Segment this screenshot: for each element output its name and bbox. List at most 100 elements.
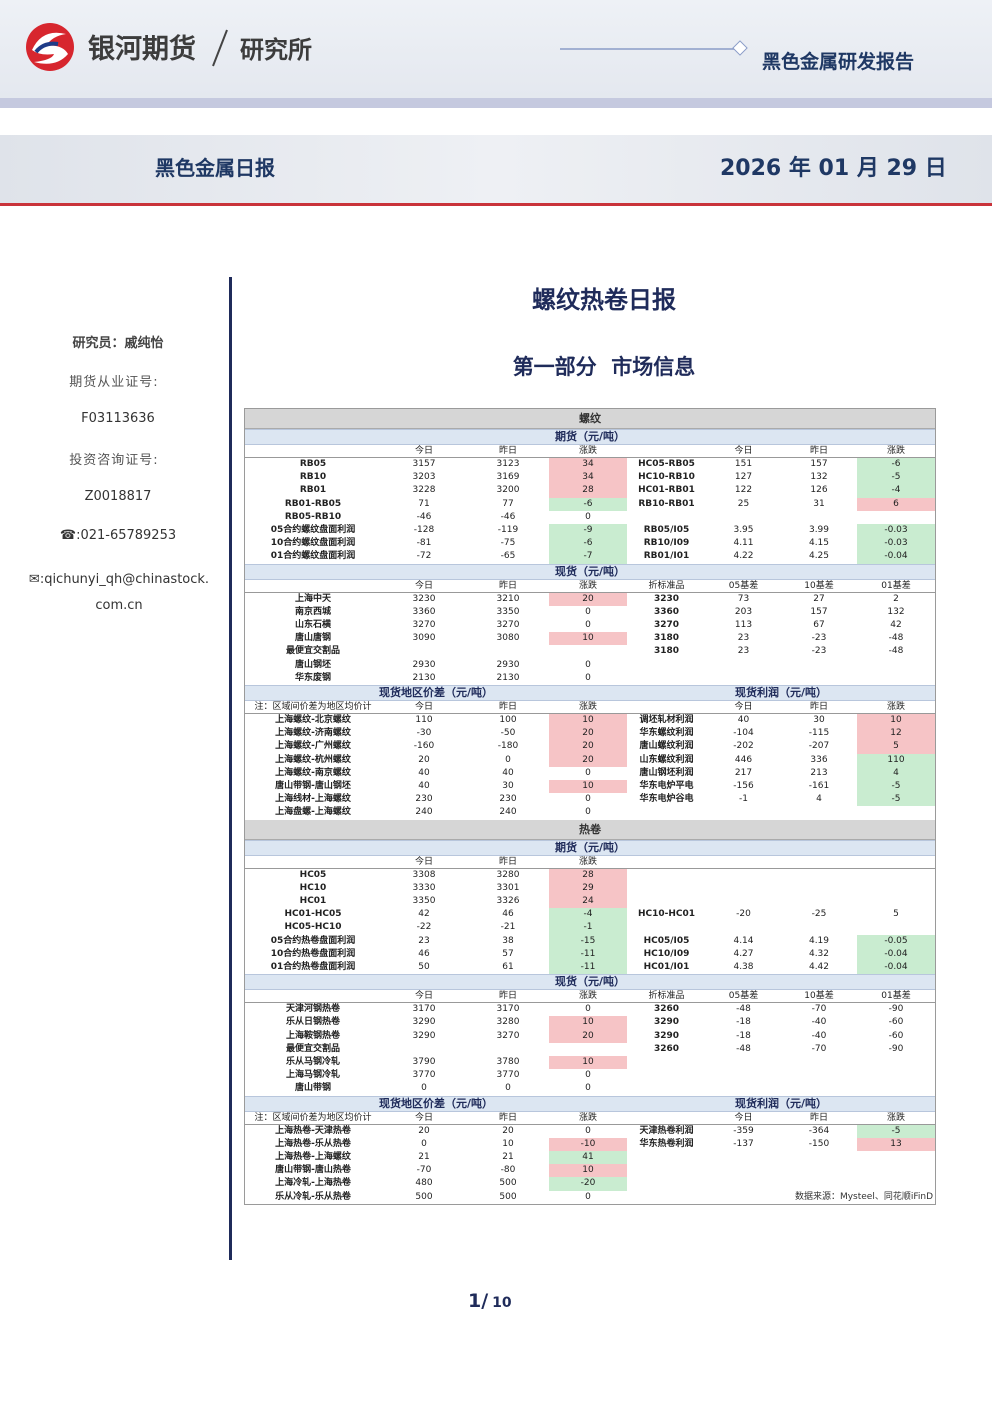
table-cell: 上海线材-上海螺纹 xyxy=(275,794,351,805)
table-cell: RB05-RB10 xyxy=(284,511,342,522)
table-cell: 57 xyxy=(502,948,514,959)
table-cell: 10 xyxy=(582,1165,594,1176)
table-cell: 0 xyxy=(421,1083,427,1094)
cell-highlight xyxy=(549,780,627,794)
table-cell: 71 xyxy=(418,498,430,509)
column-header: 05基差 xyxy=(728,991,759,1002)
table-cell: 240 xyxy=(499,807,517,818)
table-cell: 上海螺纹-北京螺纹 xyxy=(275,715,351,725)
table-cell: -65 xyxy=(500,551,516,562)
band-bg xyxy=(245,429,935,445)
table-cell: -48 xyxy=(888,633,904,644)
cell-highlight xyxy=(549,947,627,961)
table-cell: HC10/I09 xyxy=(643,948,690,959)
table-cell: -161 xyxy=(808,781,830,791)
table-cell: -40 xyxy=(811,1030,827,1041)
table-cell: 3326 xyxy=(496,896,520,906)
table-cell: 336 xyxy=(810,754,828,765)
cell-highlight xyxy=(857,793,935,807)
table-cell: -4 xyxy=(891,485,901,496)
table-cell: 唐山钢坯 xyxy=(294,659,331,670)
cell-highlight xyxy=(549,881,627,895)
table-cell: 20 xyxy=(582,1030,594,1041)
column-header: 注：区域间价差为地区均价计 xyxy=(254,1112,372,1123)
cell-highlight xyxy=(857,780,935,794)
head-rule xyxy=(245,713,935,714)
table-cell: 3350 xyxy=(412,896,436,906)
table-cell: 3280 xyxy=(496,869,520,880)
column-header: 昨日 xyxy=(498,446,517,456)
table-cell: 10 xyxy=(582,1017,594,1028)
table-cell: 上海螺纹-南京螺纹 xyxy=(275,767,351,778)
cell-highlight xyxy=(549,632,627,646)
table-cell: -80 xyxy=(500,1165,516,1176)
section-head-bg xyxy=(245,409,935,429)
table-cell: 23 xyxy=(737,646,750,657)
table-cell: 4.38 xyxy=(733,962,754,972)
page-total: 10 xyxy=(492,1295,512,1311)
table-cell: -30 xyxy=(416,728,432,739)
table-cell: 3200 xyxy=(496,485,520,496)
column-header: 昨日 xyxy=(498,580,517,591)
table-cell: -21 xyxy=(500,922,516,933)
cell-highlight xyxy=(549,550,627,564)
table-cell: 4 xyxy=(816,794,822,805)
page-current: 1/ xyxy=(468,1290,489,1312)
table-cell: 110 xyxy=(415,715,433,725)
column-header: 今日 xyxy=(414,580,433,591)
column-header: 昨日 xyxy=(809,446,828,456)
table-cell: -115 xyxy=(808,728,830,739)
table-cell: 157 xyxy=(810,459,828,469)
table-cell: 4.15 xyxy=(808,538,830,549)
table-cell: 10 xyxy=(582,633,594,644)
table-cell: 157 xyxy=(810,606,828,617)
table-cell: 3770 xyxy=(496,1070,520,1081)
table-cell: 山东螺纹利润 xyxy=(639,754,694,765)
table-cell: HC05-RB05 xyxy=(638,459,695,469)
table-cell: 3170 xyxy=(412,1004,436,1015)
table-cell: RB05/I05 xyxy=(643,525,690,535)
table-cell: 0 xyxy=(585,659,591,670)
head-rule xyxy=(245,1002,935,1004)
table-cell: -18 xyxy=(736,1030,751,1041)
table-cell: -75 xyxy=(500,538,516,549)
table-cell: 上海中天 xyxy=(294,593,331,604)
table-cell: 上海热卷-上海螺纹 xyxy=(275,1152,351,1162)
table-cell: HC01-HC05 xyxy=(284,909,342,920)
cell-highlight xyxy=(857,727,935,741)
division: 研究所 xyxy=(240,36,312,64)
table-cell: 华东电炉谷电 xyxy=(639,794,694,805)
section-head: 螺纹 xyxy=(579,412,601,425)
column-header: 01基差 xyxy=(881,991,911,1002)
cell-highlight xyxy=(549,524,627,538)
table-cell: -0.04 xyxy=(884,551,908,562)
table-cell: 38 xyxy=(502,935,514,946)
table-cell: 3270 xyxy=(496,1030,520,1041)
band-bg xyxy=(245,974,935,991)
table-cell: 01合约热卷盘面利润 xyxy=(270,962,356,972)
table-cell: 40 xyxy=(737,715,750,725)
table-cell: RB05 xyxy=(299,459,327,469)
table-cell: 乐从冷轧-乐从热卷 xyxy=(275,1191,351,1202)
table-cell: 10 xyxy=(582,715,594,725)
table-cell: 唐山螺纹利润 xyxy=(639,741,694,752)
table-cell: 3080 xyxy=(496,633,520,644)
table-cell: 30 xyxy=(502,781,514,791)
table-cell: -1 xyxy=(583,922,593,933)
column-header: 昨日 xyxy=(498,856,517,867)
column-header: 涨跌 xyxy=(578,446,597,456)
table-cell: 4.22 xyxy=(733,551,754,562)
table-cell: 上海冷轧-上海热卷 xyxy=(275,1178,351,1189)
table-cell: 0 xyxy=(421,1138,427,1149)
table-cell: 3780 xyxy=(496,1057,520,1067)
band-bg xyxy=(245,1095,935,1112)
column-header: 折标准品 xyxy=(648,580,685,591)
table-cell: 唐山带钢 xyxy=(294,1083,331,1094)
table-cell: 4 xyxy=(893,767,899,778)
head-rule xyxy=(245,1123,935,1125)
page-number: 1/10 xyxy=(468,1290,512,1312)
table-cell: -0.04 xyxy=(884,948,908,959)
cell-highlight xyxy=(857,458,935,472)
column-header: 涨跌 xyxy=(886,446,905,456)
